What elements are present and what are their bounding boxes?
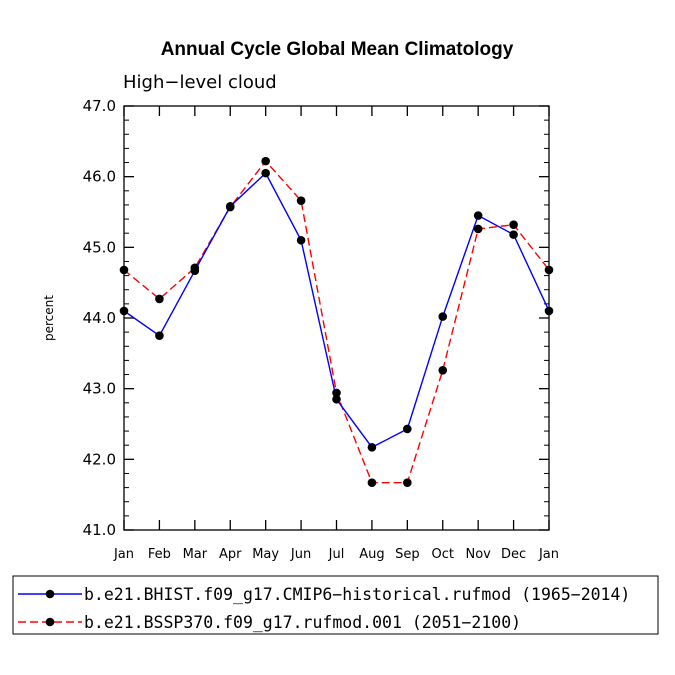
axis-ticks: 41.0 42.0 43.0 44.0 45.0 46.0 47.0 Jan Feb Mar Apr… <box>83 97 559 562</box>
y-tick-label: 44.0 <box>83 309 116 327</box>
data-point-series-1 <box>438 312 448 321</box>
y-tick-label: 41.0 <box>83 521 116 539</box>
x-tick-label: Oct <box>432 547 454 562</box>
data-point-series-2 <box>155 294 164 304</box>
data-point-series-1 <box>403 424 412 434</box>
data-point-series-2 <box>544 265 554 275</box>
legend-label-2: b.e21.BSSP370.f09_g17.rufmod.001 (2051−2… <box>84 613 521 632</box>
legend-box <box>12 575 659 635</box>
x-tick-label: Feb <box>148 547 171 562</box>
x-tick-label: Dec <box>501 547 526 562</box>
y-tick-label: 46.0 <box>83 168 116 186</box>
legend-marker-1 <box>45 589 55 599</box>
x-tick-label: Aug <box>359 547 384 562</box>
data-point-series-2 <box>403 478 412 487</box>
series-layer <box>119 156 554 487</box>
plot-frame <box>123 105 550 531</box>
chart-subtitle: High−level cloud <box>123 72 277 93</box>
data-point-series-1 <box>261 168 270 178</box>
data-point-series-2 <box>225 202 235 212</box>
data-point-series-2 <box>296 196 306 205</box>
x-tick-label: Jan <box>538 547 559 562</box>
x-tick-label: Jun <box>290 547 311 562</box>
x-tick-label: May <box>252 547 279 562</box>
x-tick-label: Apr <box>219 547 242 562</box>
series-line-1 <box>123 171 550 449</box>
series-line-2 <box>123 160 550 484</box>
x-tick-label: Jan <box>113 547 134 562</box>
data-point-series-1 <box>155 331 164 340</box>
y-tick-label: 45.0 <box>83 238 116 256</box>
y-axis-label: percent <box>42 295 56 341</box>
x-tick-label: Sep <box>395 547 420 562</box>
data-point-series-1 <box>367 443 377 452</box>
legend-marker-2 <box>45 617 55 627</box>
data-point-series-1 <box>473 211 483 220</box>
data-point-series-2 <box>332 388 341 398</box>
data-point-series-2 <box>119 265 129 275</box>
data-point-series-2 <box>438 365 448 375</box>
data-point-series-1 <box>296 235 306 245</box>
data-point-series-2 <box>367 478 377 487</box>
legend: b.e21.BHIST.f09_g17.CMIP6−historical.ruf… <box>12 575 659 635</box>
chart-title: Annual Cycle Global Mean Climatology <box>161 39 514 60</box>
data-point-series-2 <box>190 263 200 273</box>
data-point-series-1 <box>332 394 341 404</box>
data-point-series-2 <box>509 220 518 230</box>
legend-label-1: b.e21.BHIST.f09_g17.CMIP6−historical.ruf… <box>84 585 630 604</box>
data-point-series-1 <box>119 306 129 316</box>
data-point-series-1 <box>544 306 554 316</box>
data-point-series-2 <box>473 224 483 234</box>
y-tick-label: 47.0 <box>83 97 116 115</box>
data-point-series-2 <box>261 156 270 166</box>
x-tick-label: Nov <box>465 547 491 562</box>
x-tick-label: Jul <box>328 547 345 562</box>
x-tick-label: Mar <box>183 547 208 562</box>
data-point-series-1 <box>509 230 518 239</box>
y-tick-label: 42.0 <box>83 450 116 468</box>
y-tick-label: 43.0 <box>83 380 116 398</box>
